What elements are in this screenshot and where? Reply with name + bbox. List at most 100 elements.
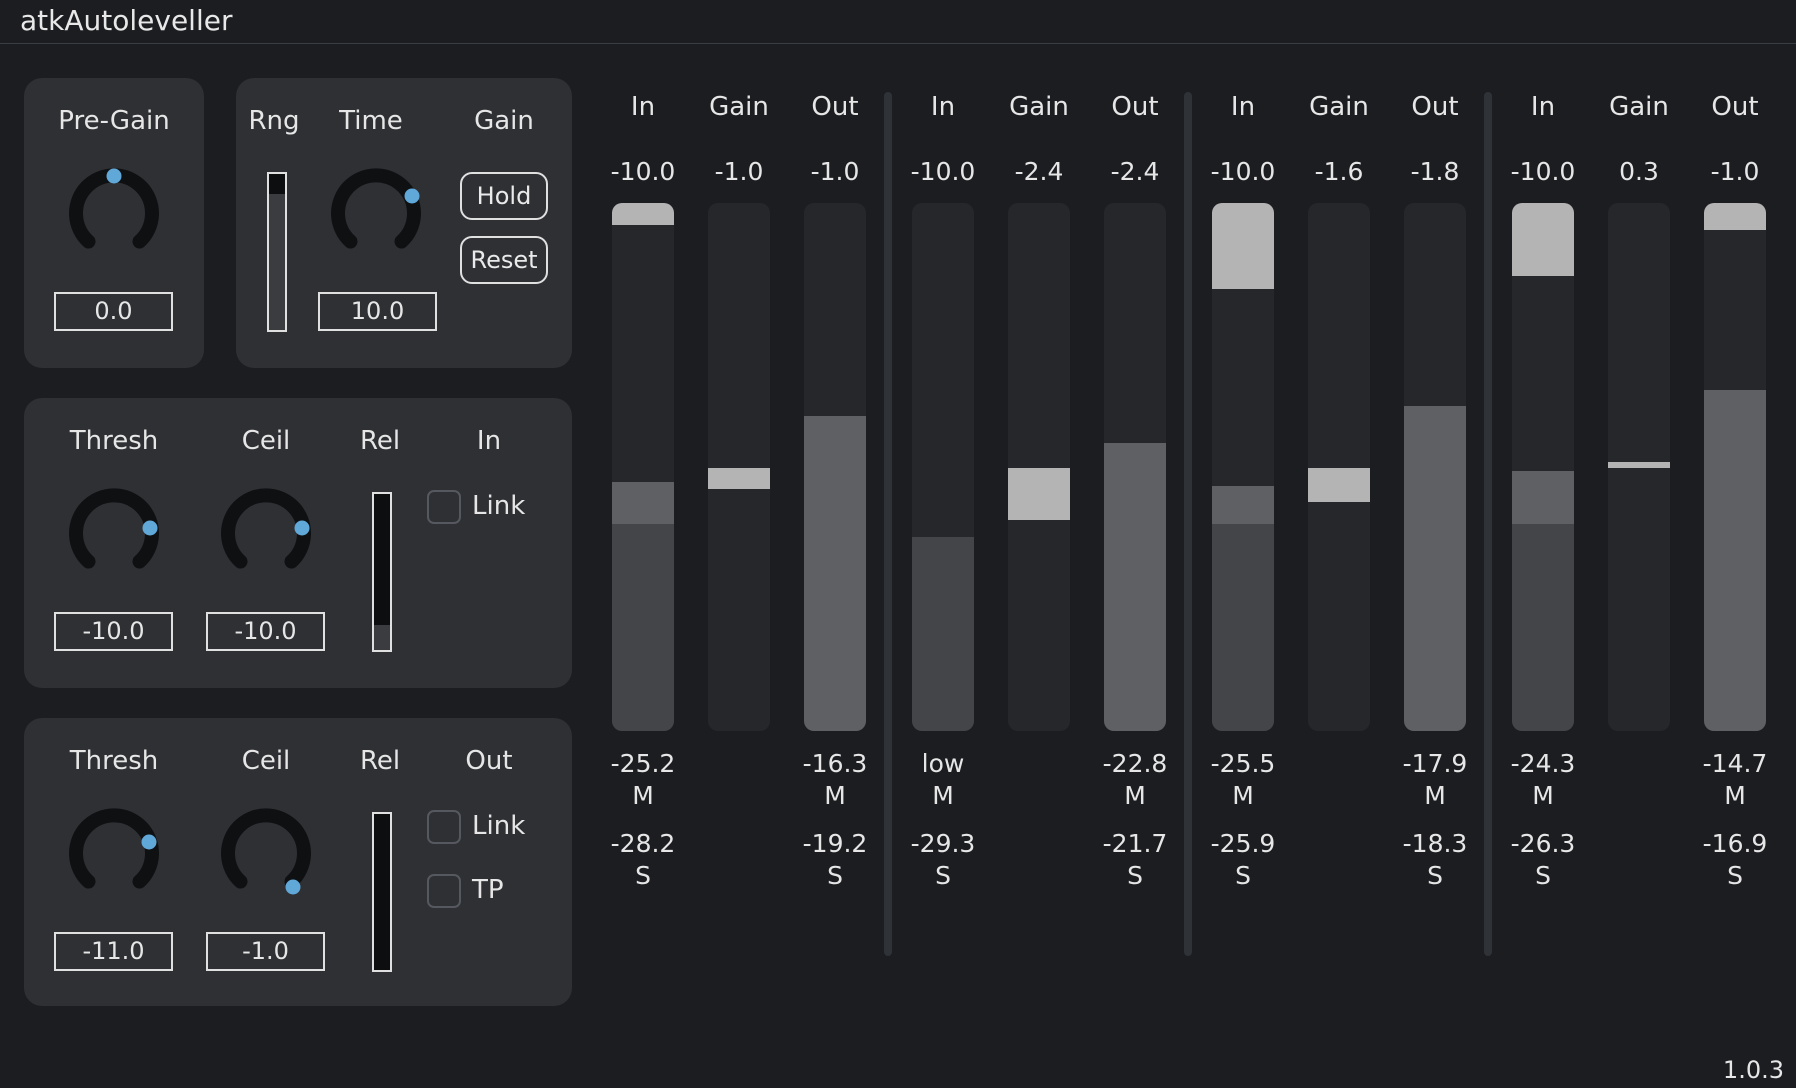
range-time-panel: Rng Time Gain 10.0 Hold Reset (236, 78, 572, 368)
ch2-in-m-label: M (932, 781, 954, 810)
in-ceil-label: Ceil (241, 426, 291, 456)
out-link-label: Link (472, 811, 526, 841)
version-label: 1.0.3 (1722, 1056, 1784, 1084)
ch1-out-s-value: -19.2 (802, 829, 868, 858)
in-ceil-knob[interactable] (206, 476, 326, 596)
ch1-in-value: -10.0 (610, 157, 676, 186)
ch2-out-s-value: -21.7 (1102, 829, 1168, 858)
out-thresh-value-field[interactable]: -11.0 (54, 932, 173, 971)
ch3-in-m-value: -25.5 (1210, 749, 1276, 778)
ch2-out-m-label: M (1124, 781, 1146, 810)
out-rel-label: Rel (359, 746, 401, 776)
ch1-out-header: Out (811, 92, 859, 122)
out-leveller-panel: Thresh Ceil Rel Out -11.0 -1.0 Link TP (24, 718, 572, 1006)
ch3-out-meter (1404, 203, 1466, 731)
title-bar: atkAutoleveller (0, 0, 1796, 44)
ch1-in-m-value: -25.2 (610, 749, 676, 778)
ch2-out-header: Out (1111, 92, 1159, 122)
out-ceil-knob[interactable] (206, 796, 326, 916)
ch3-out-m-label: M (1424, 781, 1446, 810)
in-link-checkbox[interactable] (427, 490, 461, 524)
pregain-panel: Pre-Gain 0.0 (24, 78, 204, 368)
hold-button[interactable]: Hold (460, 172, 548, 220)
ch3-gain-meter (1308, 203, 1370, 731)
in-thresh-label: Thresh (69, 426, 159, 456)
out-ceil-value-field[interactable]: -1.0 (206, 932, 325, 971)
pregain-knob[interactable] (54, 156, 174, 276)
ch1-out-s-label: S (827, 861, 843, 890)
channel-separator (1184, 92, 1192, 956)
ch4-out-m-label: M (1724, 781, 1746, 810)
ch3-in-value: -10.0 (1210, 157, 1276, 186)
ch2-in-m-value: low (921, 749, 965, 778)
out-tp-label: TP (472, 875, 504, 905)
ch1-out-m-value: -16.3 (802, 749, 868, 778)
ch2-in-s-label: S (935, 861, 951, 890)
ch1-in-m-label: M (632, 781, 654, 810)
time-label: Time (339, 106, 403, 136)
in-rel-meter (372, 492, 392, 652)
ch1-out-m-label: M (824, 781, 846, 810)
time-knob[interactable] (316, 156, 436, 276)
ch4-in-header: In (1530, 92, 1556, 122)
ch1-gain-header: Gain (709, 92, 769, 122)
ch4-gain-value: 0.3 (1619, 157, 1659, 186)
ch4-in-s-value: -26.3 (1510, 829, 1576, 858)
pregain-value-field[interactable]: 0.0 (54, 292, 173, 331)
ch4-in-value: -10.0 (1510, 157, 1576, 186)
out-tp-checkbox[interactable] (427, 874, 461, 908)
ch3-out-m-value: -17.9 (1402, 749, 1468, 778)
ch4-in-m-label: M (1532, 781, 1554, 810)
ch4-gain-meter (1608, 203, 1670, 731)
ch4-out-s-label: S (1727, 861, 1743, 890)
ch3-gain-header: Gain (1309, 92, 1369, 122)
in-thresh-value-field[interactable]: -10.0 (54, 612, 173, 651)
out-rel-meter (372, 812, 392, 972)
out-thresh-knob[interactable] (54, 796, 174, 916)
gain-label: Gain (474, 106, 534, 136)
out-ceil-label: Ceil (241, 746, 291, 776)
ch2-in-s-value: -29.3 (910, 829, 976, 858)
ch1-out-value: -1.0 (810, 157, 860, 186)
ch1-in-meter (612, 203, 674, 731)
ch2-gain-meter (1008, 203, 1070, 731)
reset-button[interactable]: Reset (460, 236, 548, 284)
in-leveller-panel: Thresh Ceil Rel In -10.0 -10.0 Link (24, 398, 572, 688)
ch4-gain-header: Gain (1609, 92, 1669, 122)
ch2-in-header: In (930, 92, 956, 122)
ch2-out-s-label: S (1127, 861, 1143, 890)
in-rel-label: Rel (359, 426, 401, 456)
ch4-out-s-value: -16.9 (1702, 829, 1768, 858)
ch2-gain-header: Gain (1009, 92, 1069, 122)
in-link-label: Link (472, 491, 526, 521)
ch3-out-s-value: -18.3 (1402, 829, 1468, 858)
out-thresh-label: Thresh (69, 746, 159, 776)
ch4-in-meter (1512, 203, 1574, 731)
ch3-in-m-label: M (1232, 781, 1254, 810)
ch1-gain-value: -1.0 (714, 157, 764, 186)
ch1-in-header: In (630, 92, 656, 122)
in-thresh-knob[interactable] (54, 476, 174, 596)
ch4-in-m-value: -24.3 (1510, 749, 1576, 778)
ch2-in-value: -10.0 (910, 157, 976, 186)
out-mode-label: Out (465, 746, 513, 776)
ch4-out-m-value: -14.7 (1702, 749, 1768, 778)
ch4-out-value: -1.0 (1710, 157, 1760, 186)
ch2-gain-value: -2.4 (1014, 157, 1064, 186)
ch3-out-s-label: S (1427, 861, 1443, 890)
ch2-out-m-value: -22.8 (1102, 749, 1168, 778)
ch2-out-value: -2.4 (1110, 157, 1160, 186)
ch3-in-s-value: -25.9 (1210, 829, 1276, 858)
ch2-in-meter (912, 203, 974, 731)
app-title: atkAutoleveller (20, 4, 233, 37)
ch4-in-s-label: S (1535, 861, 1551, 890)
ch3-gain-value: -1.6 (1314, 157, 1364, 186)
time-value-field[interactable]: 10.0 (318, 292, 437, 331)
in-ceil-value-field[interactable]: -10.0 (206, 612, 325, 651)
ch4-out-meter (1704, 203, 1766, 731)
ch3-in-header: In (1230, 92, 1256, 122)
ch4-out-header: Out (1711, 92, 1759, 122)
out-link-checkbox[interactable] (427, 810, 461, 844)
pregain-label: Pre-Gain (58, 106, 170, 136)
ch2-out-meter (1104, 203, 1166, 731)
